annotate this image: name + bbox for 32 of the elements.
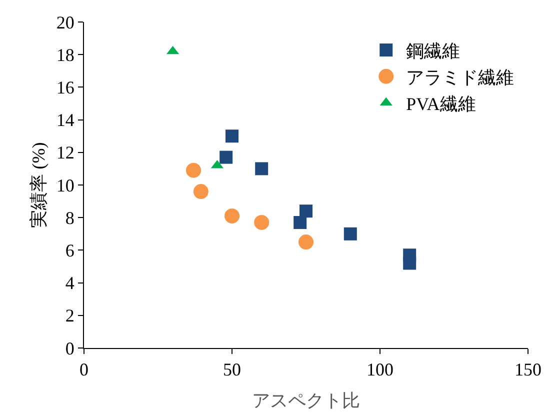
y-tick-label: 10	[56, 175, 74, 196]
y-tick-label: 14	[56, 110, 74, 130]
y-tick-label: 2	[65, 306, 74, 326]
point	[344, 227, 357, 240]
point	[403, 256, 416, 270]
y-tick-label: 16	[56, 78, 74, 98]
y-tick-label: 6	[65, 240, 74, 260]
point	[193, 184, 208, 200]
point	[186, 162, 202, 178]
x-tick-label: 150	[514, 360, 542, 380]
y-tick-label: 0	[65, 338, 74, 358]
x-axis-title: アスペクト比	[252, 390, 360, 411]
y-axis-title: 実績率 (%)	[28, 142, 49, 228]
point	[255, 162, 268, 176]
y-tick-label: 12	[56, 142, 74, 163]
x-tick-label: 100	[366, 360, 394, 380]
legend-label: アラミド繊維	[406, 67, 514, 88]
y-tick-label: 4	[65, 273, 74, 294]
point	[298, 234, 314, 250]
y-tick-label: 18	[56, 44, 74, 65]
point	[300, 204, 312, 218]
point	[220, 150, 233, 164]
point	[294, 216, 307, 229]
x-tick-label: 50	[223, 360, 241, 380]
x-tick-label: 0	[80, 360, 88, 380]
point	[224, 208, 240, 224]
legend-label: 鋼繊維	[406, 41, 460, 61]
legend-label: PVA繊維	[406, 94, 476, 114]
y-tick-label: 20	[56, 12, 74, 32]
y-tick-label: 8	[65, 208, 74, 228]
point	[254, 214, 270, 230]
point	[226, 130, 238, 143]
